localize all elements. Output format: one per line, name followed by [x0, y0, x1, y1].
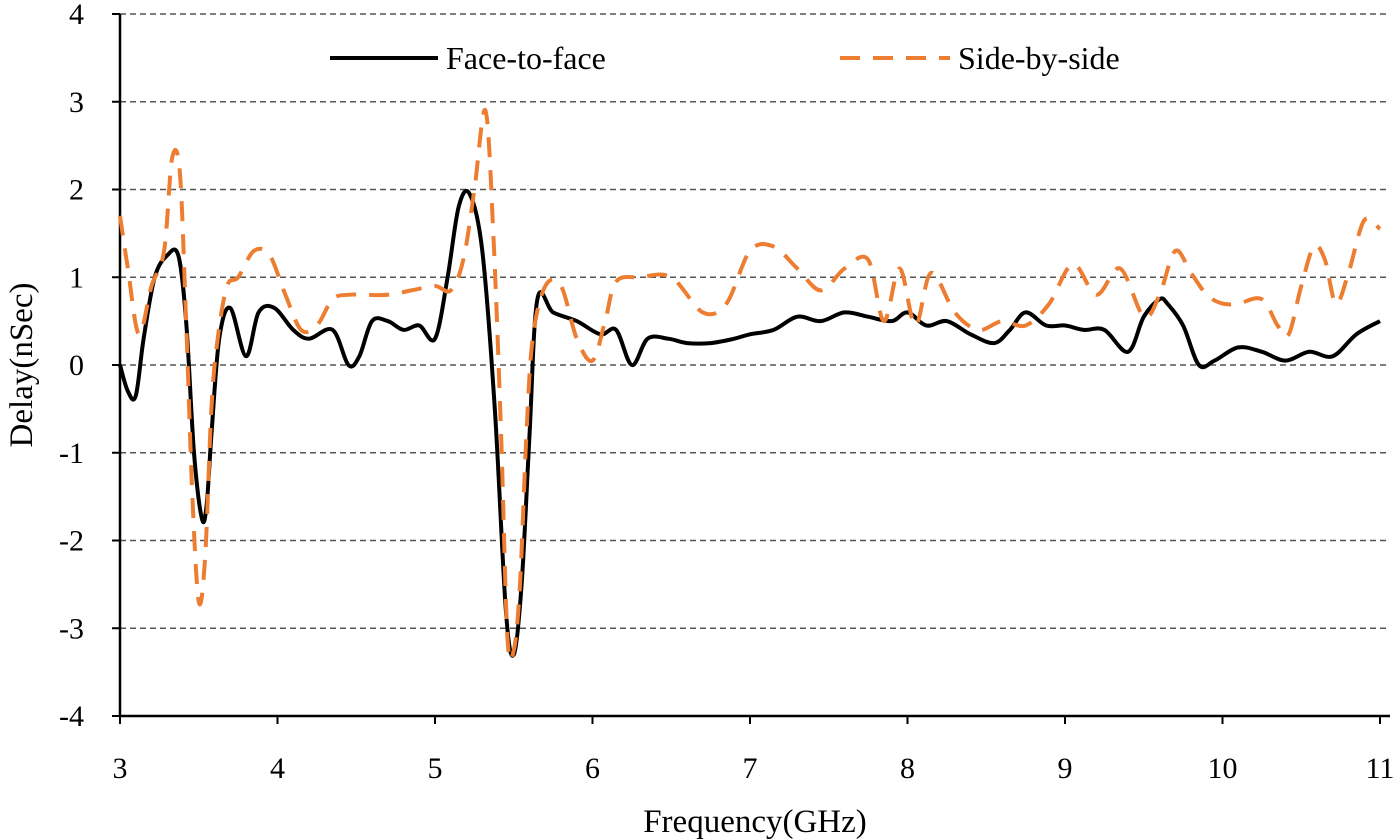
y-tick-labels: 4 3 2 1 0 -1 -2 -3 -4 — [59, 0, 120, 733]
x-tick-label: 11 — [1366, 752, 1395, 785]
y-tick-label: 3 — [69, 86, 84, 119]
x-tick-label: 5 — [428, 752, 443, 785]
series-line-side-by-side — [118, 108, 1382, 663]
y-axis-title: Delay(nSec) — [4, 283, 40, 448]
x-tick-label: 6 — [585, 752, 600, 785]
y-tick-label: 2 — [69, 174, 84, 207]
y-tick-label: -3 — [59, 612, 84, 645]
x-tick-label: 4 — [270, 752, 285, 785]
y-tick-label: -4 — [59, 700, 84, 733]
x-tick-label: 7 — [743, 752, 758, 785]
x-tick-label: 3 — [113, 752, 128, 785]
gridlines — [120, 13, 1390, 629]
legend: Face-to-face Side-by-side — [330, 40, 1120, 76]
x-tick-labels: 3 4 5 6 7 8 9 10 11 — [113, 716, 1395, 785]
y-tick-label: 0 — [69, 349, 84, 382]
y-tick-label: 4 — [69, 0, 84, 31]
y-tick-label: -1 — [59, 437, 84, 470]
series-line-face-to-face — [118, 188, 1381, 658]
legend-label-face-to-face: Face-to-face — [446, 40, 606, 76]
x-tick-label: 8 — [900, 752, 915, 785]
x-tick-label: 9 — [1058, 752, 1073, 785]
y-tick-label: 1 — [69, 261, 84, 294]
legend-label-side-by-side: Side-by-side — [958, 40, 1120, 76]
x-axis-title: Frequency(GHz) — [643, 804, 867, 840]
x-tick-label: 10 — [1208, 752, 1238, 785]
series-lines — [118, 108, 1382, 663]
y-tick-label: -2 — [59, 525, 84, 558]
